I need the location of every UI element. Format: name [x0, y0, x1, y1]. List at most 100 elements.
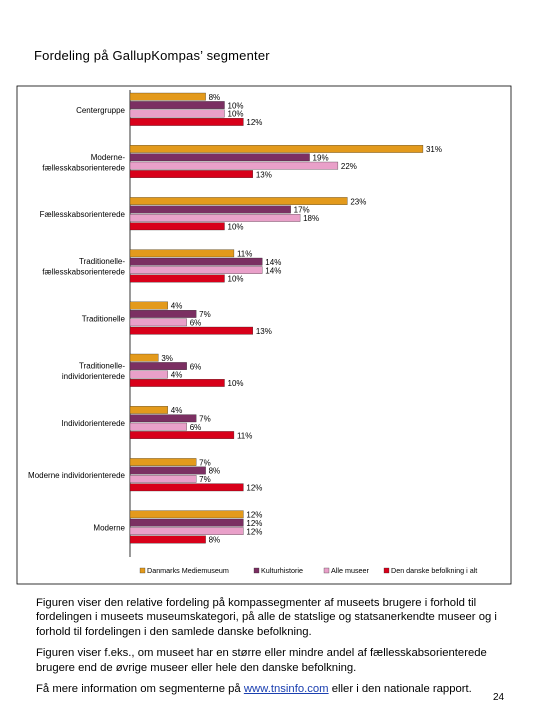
legend-swatch	[323, 567, 330, 574]
value-label: 10%	[228, 223, 244, 232]
value-label: 7%	[199, 415, 211, 424]
value-label: 12%	[246, 118, 262, 127]
bar	[129, 422, 187, 431]
tnsinfo-link[interactable]: www.tnsinfo.com	[243, 683, 329, 696]
bars	[129, 92, 424, 544]
bar	[129, 109, 225, 118]
legend-swatch	[253, 567, 260, 574]
value-label: 8%	[209, 467, 221, 476]
bar	[129, 475, 197, 483]
value-label: 7%	[199, 458, 211, 467]
bar	[129, 118, 244, 126]
legend-label: Den danske befolkning i alt	[391, 566, 477, 575]
bar	[129, 145, 424, 153]
value-label: 4%	[171, 371, 183, 380]
bar	[129, 249, 235, 258]
bar	[129, 370, 168, 379]
bar	[129, 458, 197, 466]
bar	[129, 431, 235, 439]
paragraph-3: Få mere information om segmenterne på ww…	[36, 682, 514, 696]
value-label: 6%	[190, 319, 202, 328]
category-label: individorienterede	[62, 372, 126, 381]
legend-swatch	[139, 567, 146, 574]
bar	[129, 274, 225, 283]
category-label: Moderne individorienterede	[28, 471, 126, 480]
value-label: 11%	[237, 431, 252, 440]
data-labels: 8%10%10%12%31%19%22%13%23%17%18%10%11%14…	[161, 93, 442, 545]
category-label: Traditionelle-	[79, 257, 125, 266]
category-label: Fællesskabsorienterede	[40, 210, 126, 219]
category-label: Centergruppe	[76, 106, 125, 115]
bar	[129, 222, 225, 231]
chart-frame	[16, 85, 512, 585]
category-label: Traditionelle-	[79, 362, 125, 371]
bar-chart: Centergruppe Moderne-fællesskabsorientere…	[16, 85, 512, 585]
bar	[129, 483, 244, 492]
value-label: 10%	[228, 110, 244, 119]
paragraph-3-suffix: eller i den nationale rapport.	[328, 683, 472, 696]
bar	[129, 510, 244, 519]
bar	[129, 362, 187, 370]
legend-label: Danmarks Mediemuseum	[147, 566, 229, 575]
page-number: 24	[493, 692, 505, 703]
bar	[129, 153, 310, 162]
bar	[129, 414, 197, 423]
value-label: 12%	[246, 527, 262, 536]
bar	[129, 535, 206, 544]
value-label: 12%	[246, 519, 262, 528]
page-title: Fordeling på GallupKompas’ segmenter	[34, 48, 270, 63]
value-label: 4%	[171, 302, 183, 311]
category-label: Individorienterede	[61, 419, 125, 428]
value-label: 23%	[350, 197, 366, 206]
category-label: fællesskabsorienterede	[42, 268, 125, 277]
value-label: 18%	[303, 214, 319, 223]
value-label: 3%	[161, 354, 173, 363]
category-labels: Centergruppe Moderne-fællesskabsorientere…	[28, 106, 126, 533]
category-label: fællesskabsorienterede	[42, 163, 125, 172]
bar	[129, 214, 301, 222]
description: Figuren viser den relative fordeling på …	[36, 596, 514, 703]
legend-label: Alle museer	[331, 566, 370, 575]
bar	[129, 170, 253, 178]
value-label: 14%	[265, 266, 281, 275]
bar	[129, 101, 225, 109]
value-label: 10%	[228, 101, 244, 110]
bar	[129, 379, 225, 387]
legend-swatch	[383, 567, 390, 574]
value-label: 7%	[199, 475, 211, 484]
value-label: 8%	[209, 93, 221, 102]
bar	[129, 326, 253, 335]
paragraph-1: Figuren viser den relative fordeling på …	[36, 597, 497, 638]
value-label: 12%	[246, 484, 262, 493]
value-label: 10%	[228, 379, 244, 388]
paragraph-3-prefix: Få mere information om segmenterne på	[36, 683, 244, 696]
value-label: 6%	[190, 362, 202, 371]
bar	[129, 466, 206, 475]
legend-label: Kulturhistorie	[261, 566, 303, 575]
value-label: 17%	[294, 206, 310, 215]
bar	[129, 518, 244, 527]
bar	[129, 205, 291, 214]
legend: Danmarks Mediemuseum Kulturhistorie Alle m…	[139, 566, 477, 575]
bar	[129, 406, 168, 414]
value-label: 19%	[313, 154, 329, 163]
value-label: 13%	[256, 327, 272, 336]
paragraph-2: Figuren viser f.eks., om museet har en s…	[36, 647, 487, 674]
category-label: Moderne-	[91, 153, 126, 162]
value-label: 7%	[199, 310, 211, 319]
bar	[129, 318, 187, 327]
bar	[129, 353, 159, 362]
value-label: 10%	[228, 275, 244, 284]
bar	[129, 266, 263, 274]
category-label: Traditionelle	[82, 315, 126, 324]
value-label: 11%	[237, 250, 252, 259]
bar	[129, 310, 197, 318]
bar	[129, 161, 339, 170]
value-label: 14%	[265, 258, 281, 267]
category-label: Moderne	[93, 523, 125, 532]
value-label: 22%	[341, 162, 357, 171]
bar	[129, 301, 168, 310]
value-label: 31%	[426, 145, 442, 154]
bar	[129, 197, 348, 205]
bar	[129, 92, 206, 101]
